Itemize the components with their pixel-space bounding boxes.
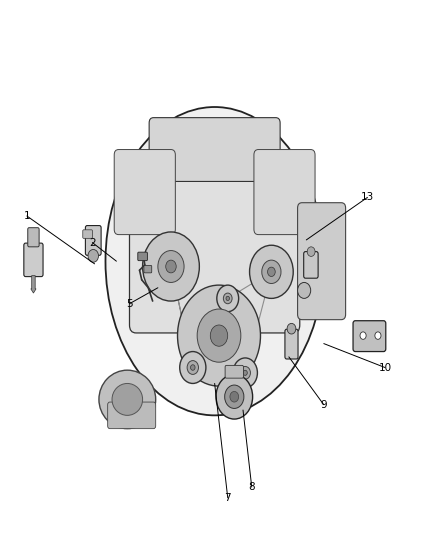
- Text: 13: 13: [361, 192, 374, 203]
- FancyBboxPatch shape: [85, 225, 101, 255]
- FancyBboxPatch shape: [149, 118, 280, 181]
- FancyBboxPatch shape: [285, 329, 298, 359]
- FancyBboxPatch shape: [28, 228, 39, 247]
- Circle shape: [287, 324, 296, 334]
- Ellipse shape: [112, 383, 143, 415]
- Circle shape: [225, 385, 244, 408]
- FancyBboxPatch shape: [114, 150, 175, 235]
- Circle shape: [166, 260, 176, 273]
- Circle shape: [375, 332, 381, 340]
- FancyBboxPatch shape: [304, 252, 318, 278]
- FancyArrow shape: [31, 276, 36, 293]
- Circle shape: [226, 296, 230, 301]
- Text: 7: 7: [224, 492, 231, 503]
- Circle shape: [191, 365, 195, 370]
- FancyBboxPatch shape: [138, 252, 148, 261]
- Ellipse shape: [99, 370, 155, 429]
- Circle shape: [250, 245, 293, 298]
- Circle shape: [187, 361, 198, 374]
- Circle shape: [230, 391, 239, 402]
- Circle shape: [223, 293, 232, 304]
- FancyBboxPatch shape: [254, 150, 315, 235]
- Text: 1: 1: [24, 211, 30, 221]
- Circle shape: [243, 370, 247, 375]
- Circle shape: [307, 247, 315, 256]
- Circle shape: [143, 232, 199, 301]
- Circle shape: [240, 367, 251, 379]
- FancyBboxPatch shape: [353, 321, 386, 352]
- Circle shape: [158, 251, 184, 282]
- Text: 8: 8: [248, 482, 255, 492]
- Circle shape: [216, 374, 253, 419]
- Ellipse shape: [106, 107, 324, 415]
- Circle shape: [88, 249, 99, 262]
- Circle shape: [297, 282, 311, 298]
- Circle shape: [262, 260, 281, 284]
- Text: 5: 5: [126, 298, 133, 309]
- Text: 9: 9: [321, 400, 327, 410]
- FancyBboxPatch shape: [225, 366, 244, 378]
- Circle shape: [210, 325, 228, 346]
- FancyBboxPatch shape: [83, 230, 92, 238]
- FancyBboxPatch shape: [297, 203, 346, 320]
- FancyBboxPatch shape: [108, 402, 155, 429]
- Circle shape: [177, 285, 261, 386]
- Text: 10: 10: [378, 362, 392, 373]
- Circle shape: [197, 309, 241, 362]
- FancyBboxPatch shape: [24, 243, 43, 277]
- FancyBboxPatch shape: [130, 158, 300, 333]
- Circle shape: [233, 358, 258, 387]
- Text: 2: 2: [89, 238, 95, 247]
- Circle shape: [268, 267, 275, 277]
- FancyBboxPatch shape: [144, 265, 152, 273]
- Circle shape: [217, 285, 239, 312]
- Circle shape: [180, 352, 206, 383]
- Circle shape: [360, 332, 366, 340]
